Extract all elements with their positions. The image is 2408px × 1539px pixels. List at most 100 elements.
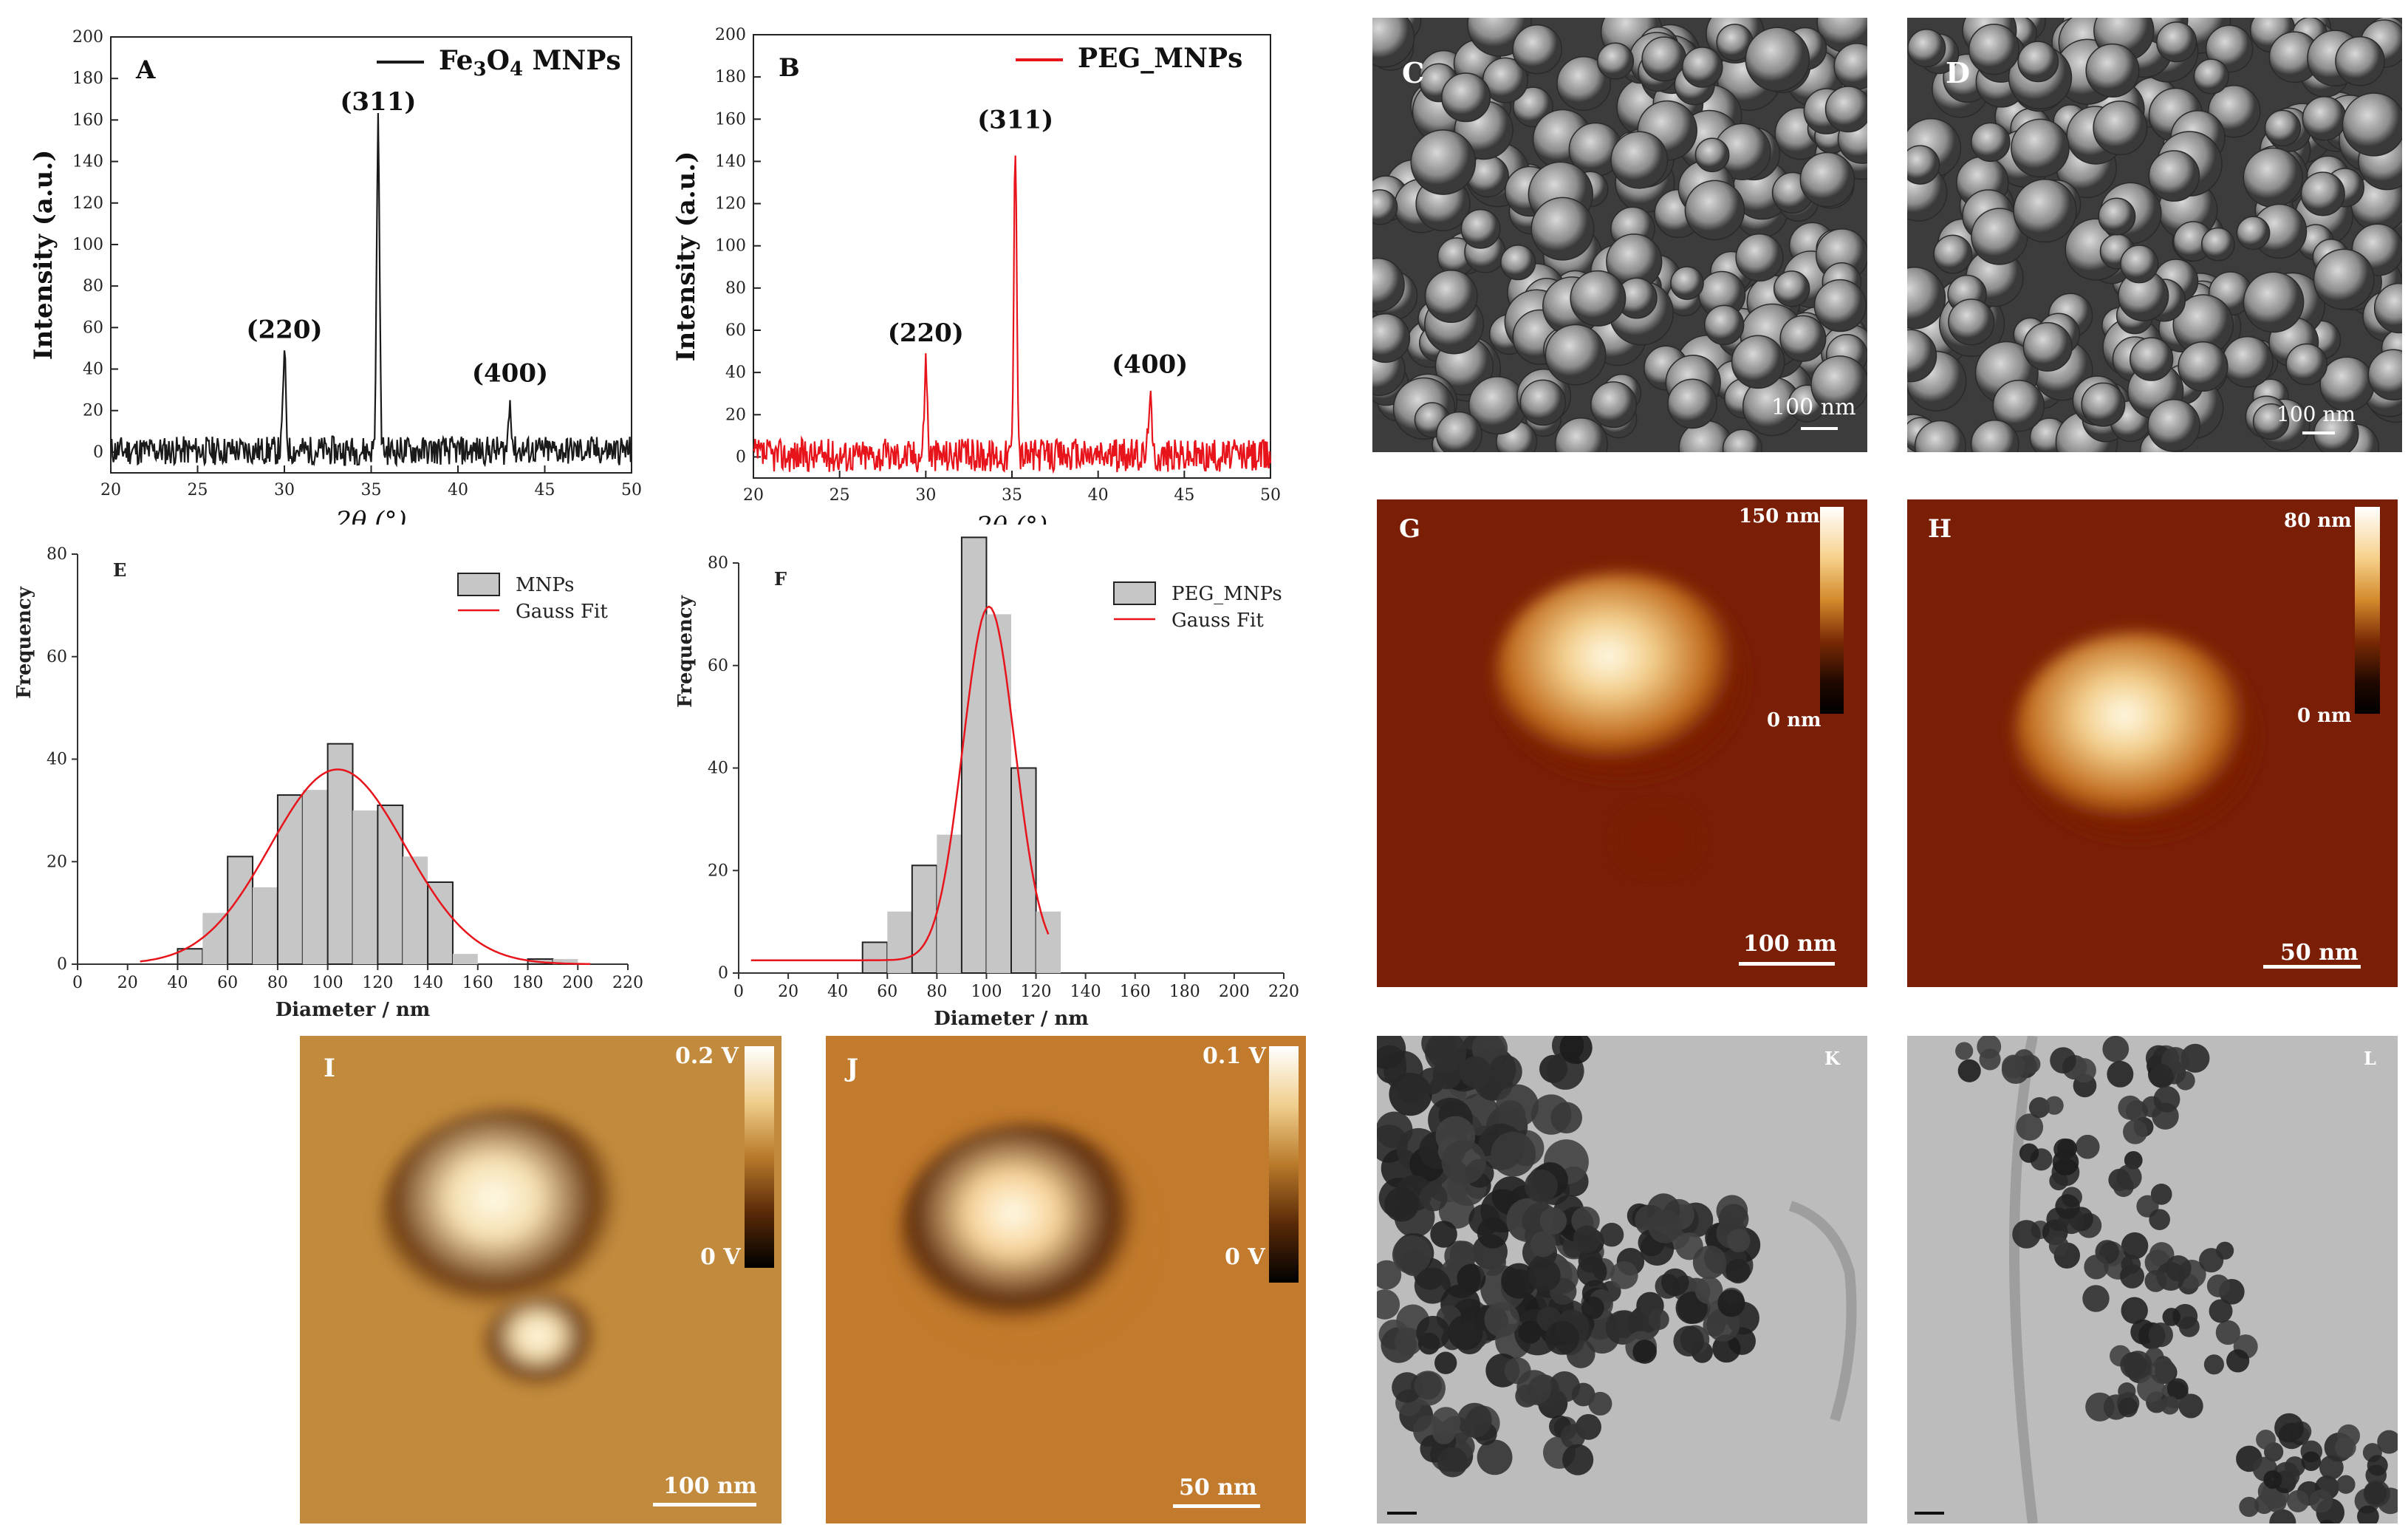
histogram-bar xyxy=(377,804,404,965)
nanoparticle xyxy=(2118,1382,2136,1401)
afm-particle xyxy=(900,1125,1151,1346)
scale-bar-g xyxy=(1739,962,1835,966)
colorbar-max-g: 150 nm xyxy=(1739,505,1820,528)
x-tick-label: 180 xyxy=(513,974,544,992)
sem-micrograph xyxy=(1372,18,1867,452)
x-tick-label: 20 xyxy=(743,486,764,505)
nanoparticle xyxy=(2209,1299,2233,1323)
x-tick-label: 30 xyxy=(274,481,295,499)
histogram-bar xyxy=(276,794,304,965)
y-tick-label: 140 xyxy=(715,152,746,171)
nanoparticle xyxy=(1660,1268,1689,1297)
afm-particle xyxy=(485,1294,603,1398)
nanoparticle xyxy=(1681,47,1723,88)
x-tick-label: 40 xyxy=(167,974,188,992)
x-tick-label: 60 xyxy=(877,983,897,1001)
y-tick-label: 160 xyxy=(715,110,746,129)
scale-label-h: 50 nm xyxy=(2280,940,2359,966)
peak-label: (220) xyxy=(888,318,964,348)
scale-label-d: 100 nm xyxy=(2277,402,2356,426)
afm-particle xyxy=(1495,573,1746,780)
nanoparticle xyxy=(2256,1430,2276,1450)
nanoparticle xyxy=(1441,72,1491,123)
nanoparticle xyxy=(1539,1207,1567,1235)
nanoparticle xyxy=(1377,1260,1402,1290)
y-tick-label: 0 xyxy=(718,964,728,983)
y-axis-label: Intensity (a.u.) xyxy=(29,150,58,361)
y-tick-label: 60 xyxy=(47,648,67,666)
histogram-panel-f: 0 20 40 60 80 100 120 140 160 180 200 220 0 20 40 60 80 D… xyxy=(650,532,1300,1034)
y-tick-label: 200 xyxy=(72,28,103,47)
nanoparticle xyxy=(1971,122,2011,163)
nanoparticle xyxy=(1610,131,1669,189)
scale-bar-c xyxy=(1801,427,1838,430)
afm-height-image-g: G 150 nm 0 nm 100 nm xyxy=(1377,499,1867,987)
y-tick-label: 120 xyxy=(72,194,103,213)
nanoparticle xyxy=(1684,180,1745,241)
nanoparticle xyxy=(1431,1407,1461,1436)
nanoparticle xyxy=(1528,1259,1561,1291)
nanoparticle xyxy=(1979,1048,2001,1071)
y-tick-label: 60 xyxy=(708,657,728,675)
nanoparticle xyxy=(2309,1489,2333,1513)
nanoparticle xyxy=(2236,216,2271,250)
nanoparticle xyxy=(2285,343,2328,386)
colorbar-j xyxy=(1269,1046,1299,1283)
carbon-film-edge xyxy=(1788,1201,1857,1422)
colorbar-i xyxy=(745,1046,774,1268)
nanoparticle xyxy=(1560,1424,1586,1449)
nanoparticle xyxy=(1610,1261,1638,1289)
nanoparticle xyxy=(1392,1372,1423,1403)
nanoparticle xyxy=(1419,1183,1448,1212)
x-tick-label: 80 xyxy=(926,983,947,1001)
nanoparticle xyxy=(2335,1436,2356,1458)
nanoparticle xyxy=(2373,282,2402,334)
nanoparticle xyxy=(1425,1036,1467,1074)
x-tick-label: 220 xyxy=(1268,983,1299,1001)
y-axis-label: Frequency xyxy=(674,595,697,708)
nanoparticle xyxy=(2335,36,2385,86)
x-tick-label: 100 xyxy=(971,983,1002,1001)
nanoparticle xyxy=(1824,86,1867,133)
nanoparticle xyxy=(1436,411,1482,452)
x-tick-label: 100 xyxy=(312,974,343,992)
nanoparticle xyxy=(1581,1296,1604,1320)
nanoparticle xyxy=(1722,429,1762,452)
sem-image-c: C 100 nm xyxy=(1372,18,1867,452)
nanoparticle xyxy=(2011,118,2070,178)
histogram-bar xyxy=(202,912,228,964)
nanoparticle xyxy=(1384,1187,1419,1222)
xrd-chart-fe3o4: 20 25 30 35 40 45 50 0 20 40 60 80 100 120 140 160 180 20… xyxy=(29,28,642,536)
panel-letter-i: I xyxy=(324,1054,335,1083)
y-tick-label: 20 xyxy=(47,853,67,871)
panel-letter-k: K xyxy=(1824,1048,1840,1069)
nanoparticle xyxy=(1813,279,1867,332)
nanoparticle xyxy=(2012,1220,2041,1249)
colorbar-h xyxy=(2355,507,2380,714)
nanoparticle xyxy=(2013,178,2077,243)
nanoparticle xyxy=(2162,1308,2181,1326)
afm-height-map xyxy=(1907,499,2398,987)
nanoparticle xyxy=(1718,1204,1749,1235)
nanoparticle xyxy=(1398,1074,1426,1103)
nanoparticle xyxy=(2121,1297,2148,1324)
xrd-chart-peg: 20 25 30 35 40 45 50 0 20 40 60 80 100 120 140 160 180 20… xyxy=(671,26,1281,541)
histogram-bar xyxy=(326,743,354,965)
tem-image-l: L xyxy=(1907,1036,2398,1523)
x-tick-label: 40 xyxy=(1088,486,1109,505)
nanoparticle xyxy=(2166,1378,2189,1400)
nanoparticle xyxy=(2357,1505,2379,1523)
colorbar-max-h: 80 nm xyxy=(2284,510,2352,532)
nanoparticle xyxy=(2313,248,2375,310)
scale-bar-l xyxy=(1915,1512,1944,1515)
legend-label: PEG_MNPs xyxy=(1171,583,1282,605)
panel-letter-h: H xyxy=(1928,514,1952,544)
nanoparticle xyxy=(2364,1481,2387,1505)
nanoparticle xyxy=(1525,1169,1558,1203)
nanoparticle xyxy=(1712,1334,1741,1363)
legend-label: Gauss Fit xyxy=(516,601,608,623)
scale-bar-h xyxy=(2263,965,2361,969)
x-tick-label: 220 xyxy=(612,974,643,992)
nanoparticle xyxy=(1667,378,1718,429)
nanoparticle xyxy=(1457,1402,1492,1438)
